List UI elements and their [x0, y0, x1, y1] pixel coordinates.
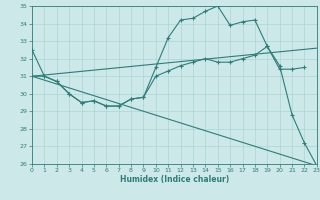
X-axis label: Humidex (Indice chaleur): Humidex (Indice chaleur)	[120, 175, 229, 184]
